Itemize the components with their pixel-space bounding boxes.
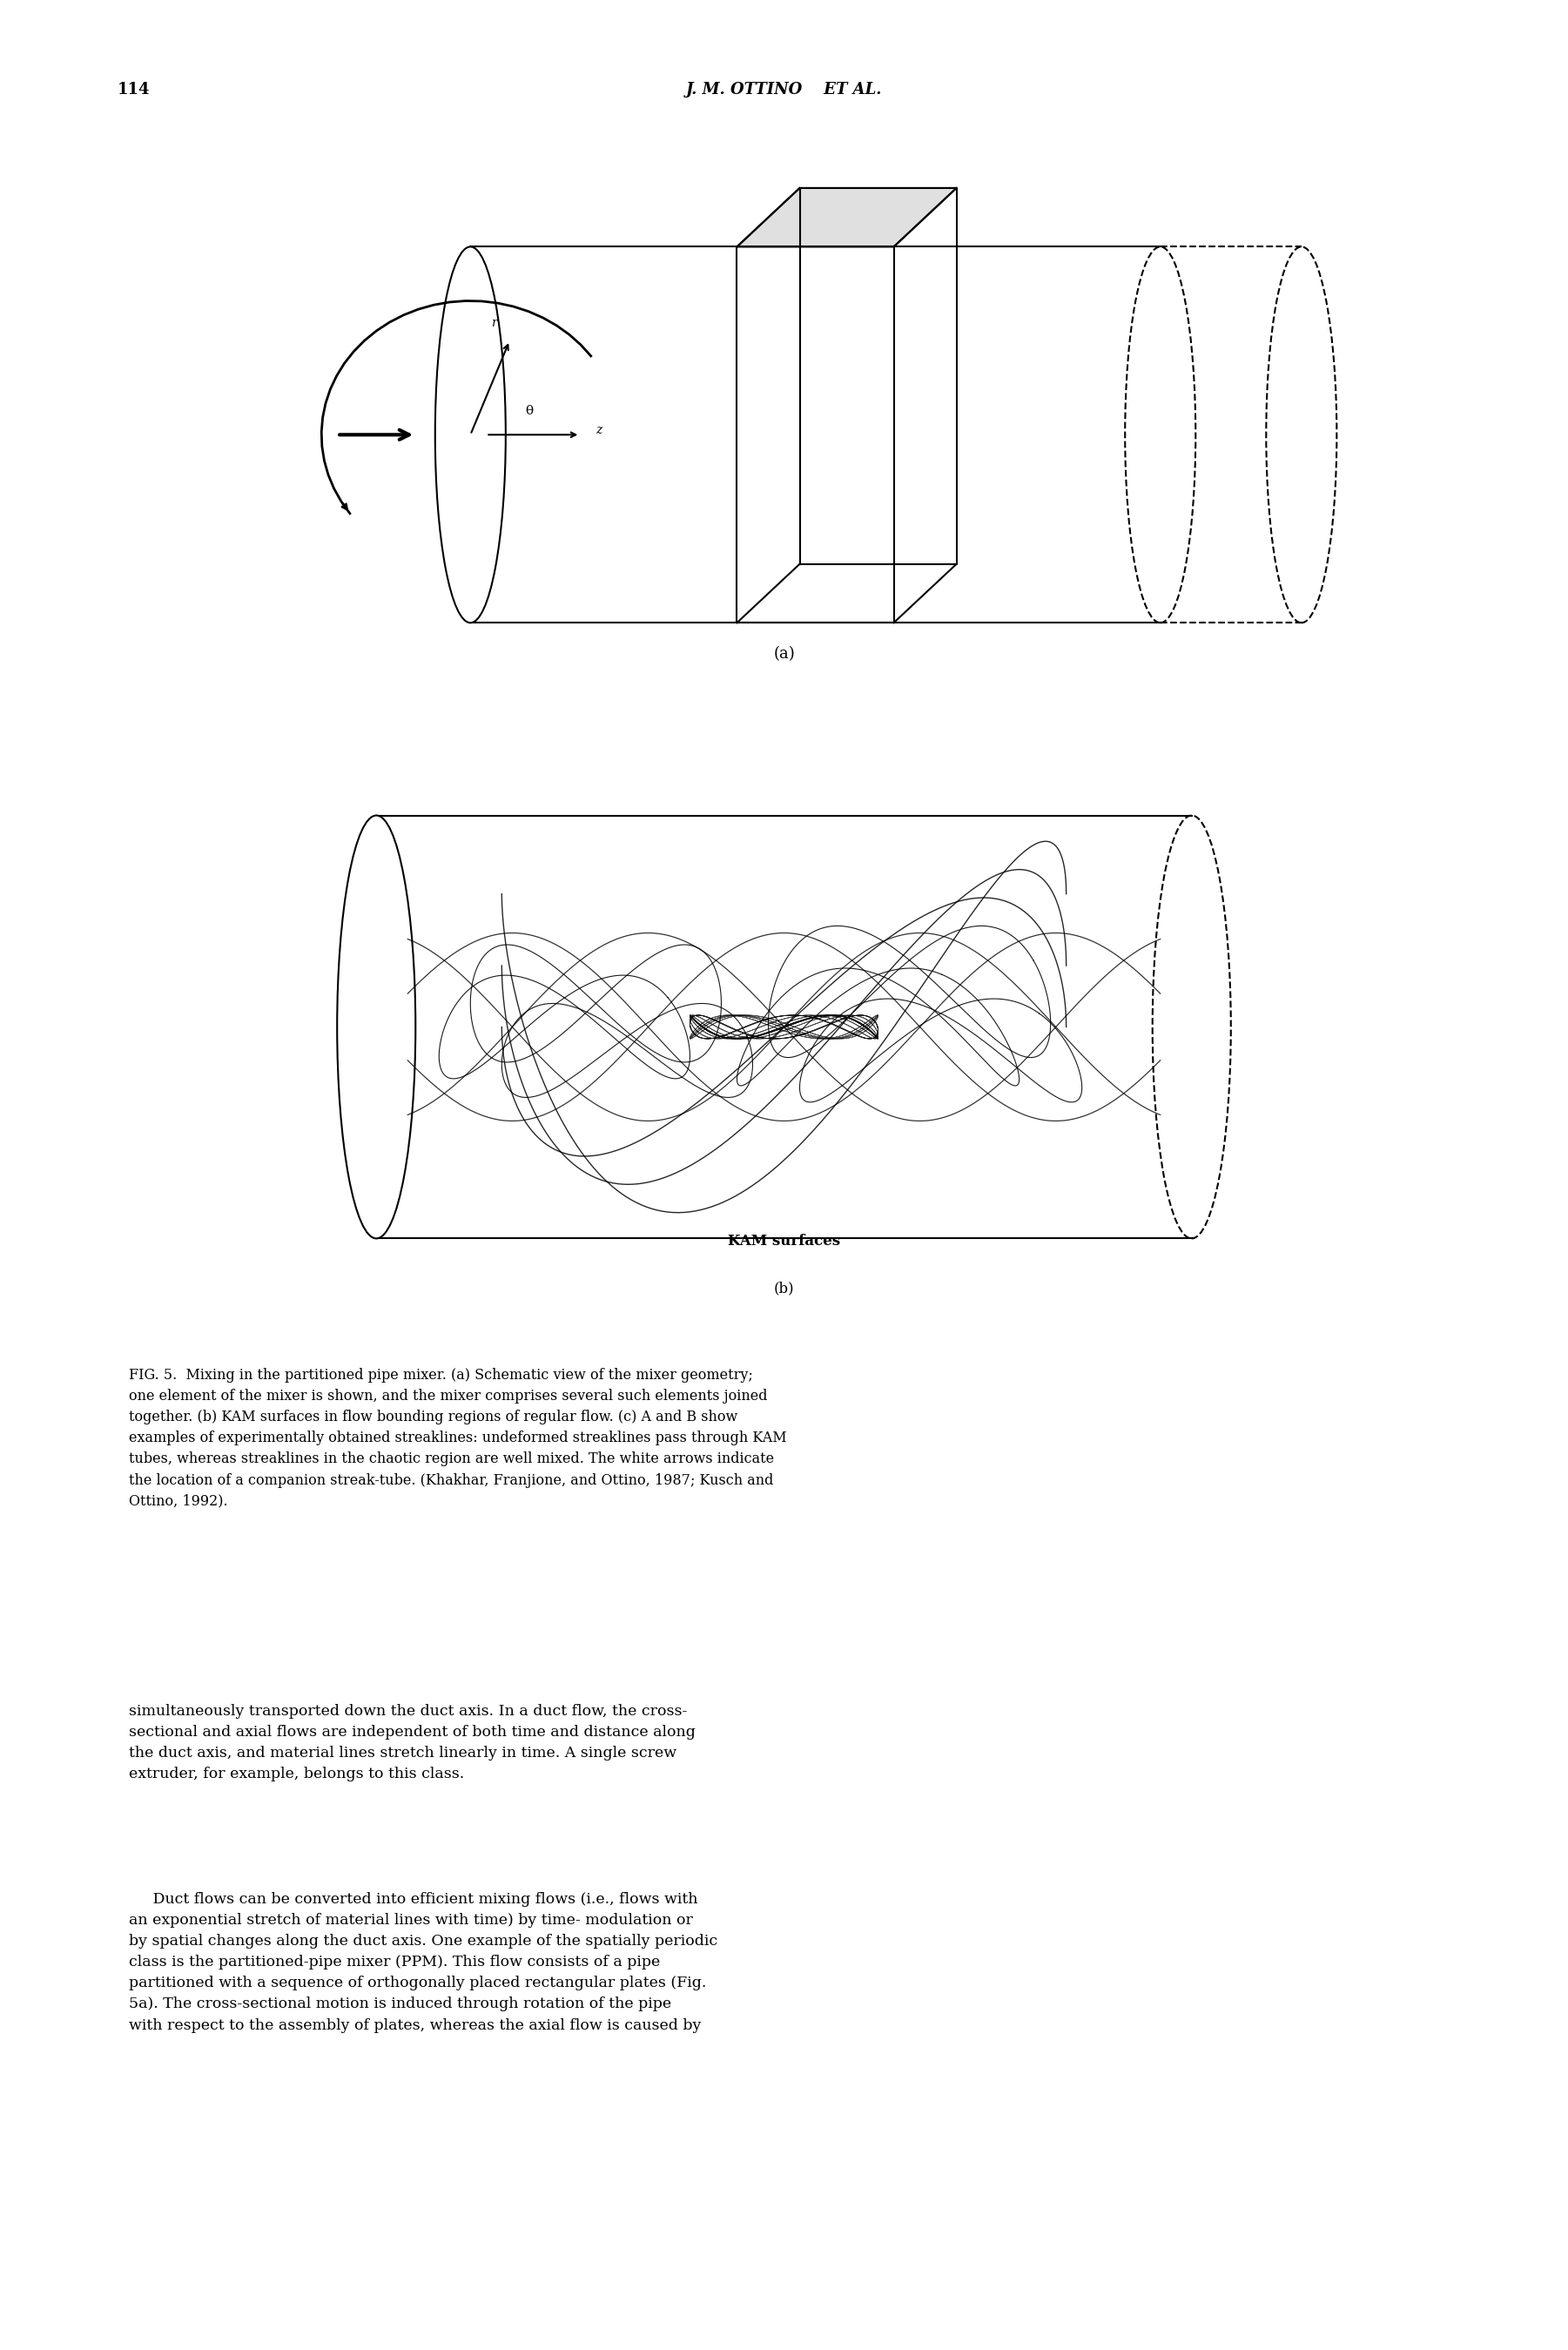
Text: J. M. OTTINO    ET AL.: J. M. OTTINO ET AL. <box>685 82 883 99</box>
Polygon shape <box>737 188 956 247</box>
Text: Duct flows can be converted into efficient mixing flows (i.e., flows with
an exp: Duct flows can be converted into efficie… <box>129 1892 717 2033</box>
Text: simultaneously transported down the duct axis. In a duct flow, the cross-
sectio: simultaneously transported down the duct… <box>129 1704 695 1781</box>
Text: z: z <box>596 423 602 437</box>
Text: (b): (b) <box>773 1281 795 1295</box>
Text: KAM surfaces: KAM surfaces <box>728 1234 840 1248</box>
Text: r: r <box>491 317 497 329</box>
Text: θ: θ <box>525 404 533 418</box>
Text: (a): (a) <box>773 646 795 663</box>
Ellipse shape <box>337 815 416 1238</box>
Text: 114: 114 <box>118 82 151 99</box>
Ellipse shape <box>436 247 506 623</box>
Text: FIG. 5.  Mixing in the partitioned pipe mixer. (a) Schematic view of the mixer g: FIG. 5. Mixing in the partitioned pipe m… <box>129 1368 787 1509</box>
